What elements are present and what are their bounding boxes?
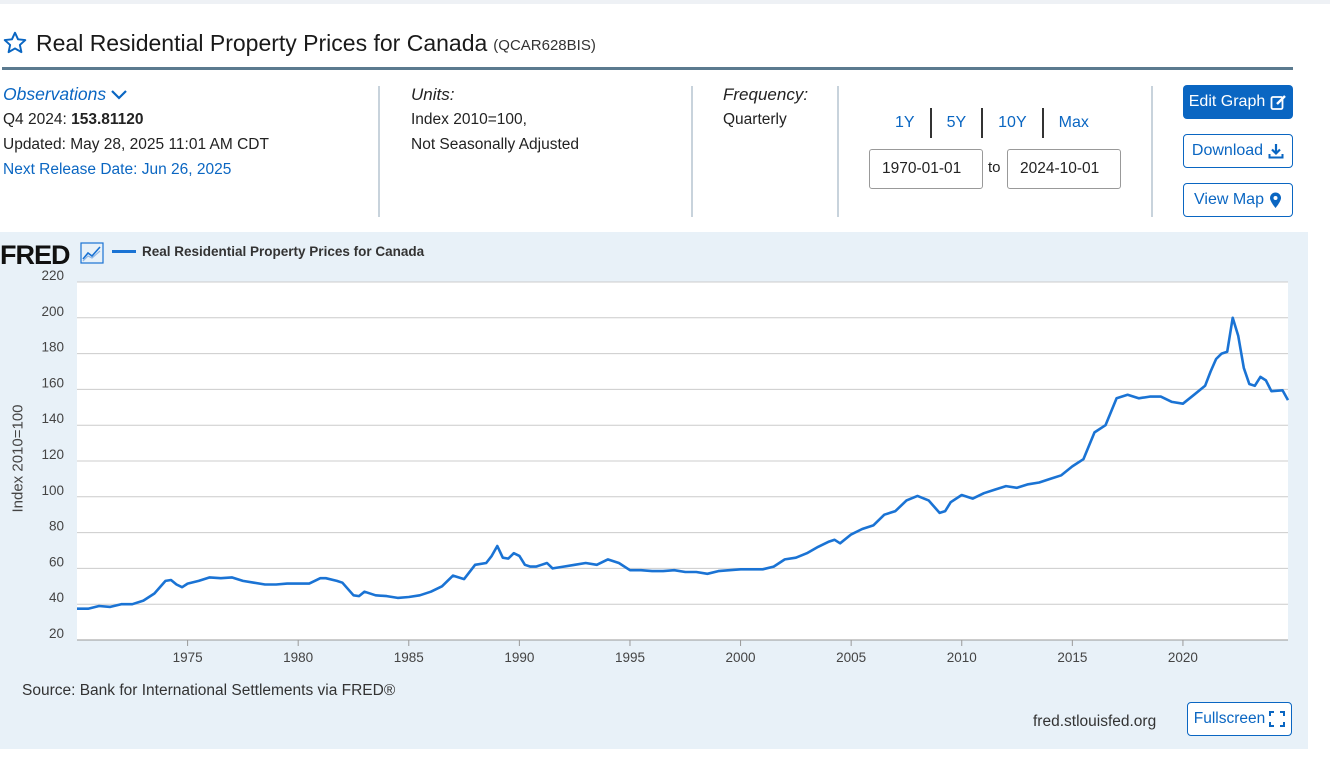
- range-5y-button[interactable]: 5Y: [929, 108, 982, 138]
- observation-period: Q4 2024:: [3, 111, 67, 128]
- x-tick-label: 1980: [283, 650, 313, 665]
- range-1y-button[interactable]: 1Y: [895, 114, 915, 131]
- units-line1: Index 2010=100,: [411, 111, 527, 128]
- observation-value: 153.81120: [71, 111, 144, 128]
- units-line2: Not Seasonally Adjusted: [411, 136, 580, 153]
- to-label: to: [988, 159, 1001, 176]
- legend-label: Real Residential Property Prices for Can…: [142, 244, 425, 259]
- download-button[interactable]: Download: [1183, 134, 1293, 168]
- y-tick-label: 180: [41, 340, 64, 355]
- observations-label: Observations: [3, 84, 107, 104]
- column-divider: [691, 86, 693, 217]
- line-chart[interactable]: 20 40 60 80 100 120 140 160 180 200 220 1975 1980 198…: [0, 232, 1308, 672]
- x-tick-label: 2000: [726, 650, 756, 665]
- next-release-link[interactable]: Next Release Date: Jun 26, 2025: [3, 161, 232, 178]
- download-label: Download: [1191, 142, 1264, 159]
- y-tick-label: 100: [41, 483, 64, 498]
- frequency-panel: Frequency: Quarterly: [723, 82, 808, 132]
- view-map-button[interactable]: View Map: [1183, 183, 1293, 217]
- y-axis-label: Index 2010=100: [9, 404, 27, 513]
- y-tick-label: 220: [41, 268, 64, 283]
- edit-icon: [1270, 94, 1287, 110]
- y-tick-label: 20: [49, 626, 64, 641]
- fred-logo: FRED: [0, 240, 70, 270]
- latest-observation: Q4 2024: 153.81120: [3, 107, 269, 132]
- frequency-value: Quarterly: [723, 111, 787, 128]
- x-tick-label: 1975: [173, 650, 203, 665]
- y-tick-label: 160: [41, 375, 64, 390]
- range-10y-button[interactable]: 10Y: [981, 108, 1041, 138]
- end-date-input[interactable]: [1007, 149, 1121, 189]
- frequency-label: Frequency:: [723, 85, 809, 104]
- updated-date: Updated: May 28, 2025 11:01 AM CDT: [3, 136, 269, 153]
- chart-legend[interactable]: Real Residential Property Prices for Can…: [112, 244, 424, 259]
- star-icon[interactable]: [2, 30, 28, 56]
- chart-trend-icon: [80, 242, 104, 264]
- y-tick-label: 40: [49, 590, 64, 605]
- x-tick-label: 2010: [947, 650, 977, 665]
- x-tick-label: 2015: [1057, 650, 1087, 665]
- y-tick-label: 200: [41, 304, 64, 319]
- title-divider: [2, 67, 1293, 70]
- x-tick-label: 1990: [504, 650, 534, 665]
- y-tick-label: 60: [49, 554, 64, 569]
- source-note: Source: Bank for International Settlemen…: [22, 682, 396, 699]
- column-divider: [837, 86, 839, 217]
- x-tick-label: 1995: [615, 650, 645, 665]
- chevron-down-icon: [111, 89, 127, 100]
- range-buttons: 1Y 5Y 10Y Max: [880, 108, 1104, 138]
- fullscreen-button[interactable]: Fullscreen: [1187, 702, 1292, 736]
- range-max-button[interactable]: Max: [1041, 108, 1104, 138]
- units-panel: Units: Index 2010=100, Not Seasonally Ad…: [411, 82, 579, 157]
- page-title: Real Residential Property Prices for Can…: [36, 29, 488, 56]
- y-tick-label: 120: [41, 447, 64, 462]
- x-tick-label: 2020: [1168, 650, 1198, 665]
- x-tick-label: 1985: [394, 650, 424, 665]
- y-tick-label: 80: [49, 519, 64, 534]
- chart-panel: 20 40 60 80 100 120 140 160 180 200 220 1975 1980 198…: [0, 232, 1308, 749]
- download-icon: [1268, 144, 1284, 159]
- y-tick-label: 140: [41, 411, 64, 426]
- observations-panel: Observations Q4 2024: 153.81120 Updated:…: [3, 82, 269, 182]
- edit-graph-label: Edit Graph: [1188, 93, 1266, 110]
- start-date-input[interactable]: [869, 149, 983, 189]
- units-label: Units:: [411, 85, 455, 104]
- series-line: [77, 316, 1290, 610]
- legend-swatch: [112, 250, 136, 253]
- top-strip: [0, 0, 1330, 4]
- fred-url[interactable]: fred.stlouisfed.org: [1033, 713, 1157, 730]
- series-id: (QCAR628BIS): [493, 36, 596, 54]
- series-title-row: Real Residential Property Prices for Can…: [2, 27, 596, 59]
- observations-dropdown[interactable]: Observations: [3, 82, 269, 107]
- column-divider: [378, 86, 380, 217]
- view-map-label: View Map: [1194, 191, 1264, 208]
- fullscreen-label: Fullscreen: [1193, 710, 1266, 727]
- column-divider: [1151, 86, 1153, 217]
- fullscreen-icon: [1269, 711, 1286, 727]
- edit-graph-button[interactable]: Edit Graph: [1183, 85, 1293, 119]
- map-pin-icon: [1269, 192, 1281, 208]
- x-tick-label: 2005: [836, 650, 866, 665]
